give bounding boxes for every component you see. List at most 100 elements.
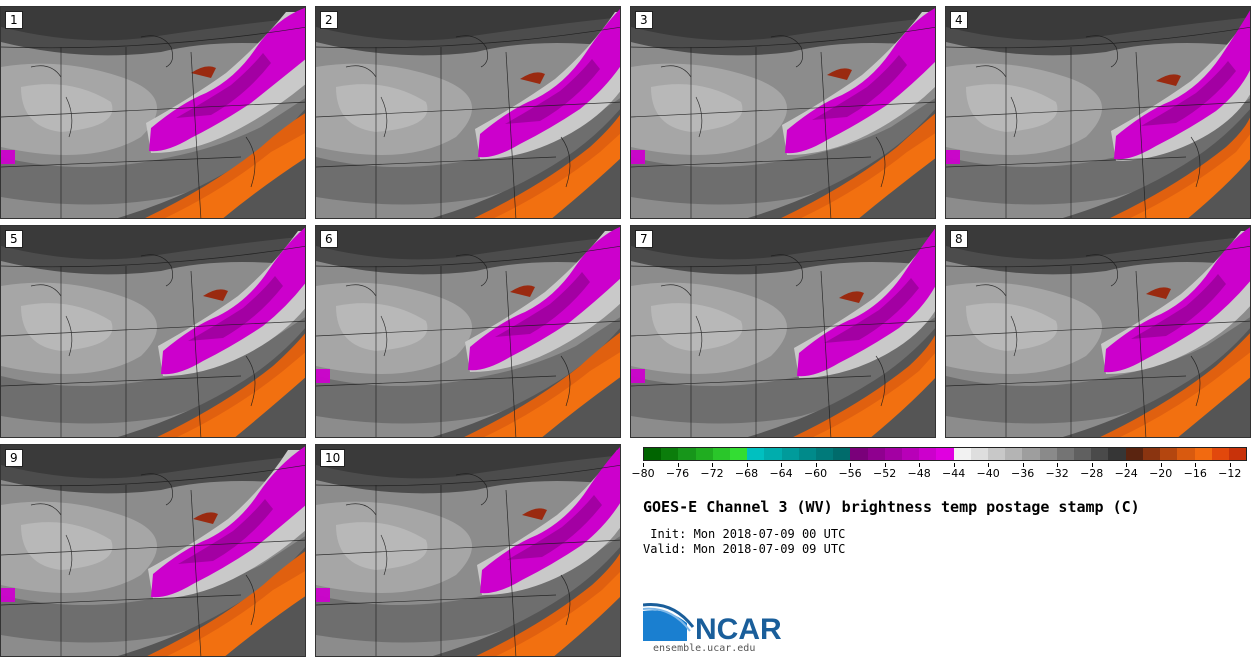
colorbar-segment	[1125, 448, 1143, 460]
map-panel: 7	[630, 225, 936, 438]
colorbar-tick-mark	[781, 463, 783, 467]
colorbar-tick-mark	[712, 463, 714, 467]
colorbar-tick-label: −80	[631, 467, 655, 480]
colorbar-segment	[902, 448, 920, 460]
wv-map	[1, 226, 305, 437]
map-panel: 2	[315, 6, 621, 219]
colorbar-tick-label: −20	[1149, 467, 1173, 480]
colorbar-segment	[867, 448, 885, 460]
colorbar-tick-mark	[746, 463, 748, 467]
wv-map	[631, 226, 935, 437]
colorbar-segment	[850, 448, 868, 460]
colorbar-tick-mark	[988, 463, 990, 467]
colorbar-segment	[1074, 448, 1092, 460]
colorbar-segment	[1022, 448, 1040, 460]
colorbar-segment	[1228, 448, 1247, 460]
panel-number: 9	[5, 449, 23, 467]
colorbar-segment	[1142, 448, 1161, 460]
colorbar-segment	[988, 448, 1006, 460]
colorbar-segment	[678, 448, 696, 460]
valid-time: Valid: Mon 2018-07-09 09 UTC	[643, 542, 846, 556]
colorbar	[643, 447, 1247, 461]
colorbar-segment	[1108, 448, 1126, 460]
wv-map	[316, 445, 620, 656]
colorbar-tick-label: −52	[872, 467, 897, 480]
wv-map	[1, 445, 305, 656]
colorbar-segment	[816, 448, 834, 460]
colorbar-tick-mark	[1057, 463, 1059, 467]
colorbar-segment	[1005, 448, 1023, 460]
plot-title: GOES-E Channel 3 (WV) brightness temp po…	[643, 498, 1140, 516]
colorbar-segment	[644, 448, 662, 460]
colorbar-segment	[1039, 448, 1057, 460]
colorbar-tick-label: −12	[1218, 467, 1242, 480]
map-panel: 1	[0, 6, 306, 219]
wv-map	[946, 226, 1250, 437]
colorbar-tick-mark	[884, 463, 886, 467]
colorbar-tick-mark	[643, 463, 644, 467]
colorbar-segment	[1056, 448, 1075, 460]
ncar-logo: NCAR	[643, 602, 782, 643]
colorbar-tick-mark	[677, 463, 679, 467]
colorbar-tick-label: −40	[976, 467, 1000, 480]
panel-number: 10	[320, 449, 346, 467]
ncar-url: ensemble.ucar.edu	[653, 643, 756, 654]
colorbar-tick-mark	[1126, 463, 1128, 467]
colorbar-segment	[833, 448, 851, 460]
colorbar-segment	[712, 448, 731, 460]
colorbar-tick-label: −72	[700, 467, 724, 480]
colorbar-tick-mark	[1160, 463, 1162, 467]
colorbar-tick-mark	[953, 463, 955, 467]
map-panel: 10	[315, 444, 621, 657]
colorbar-tick-label: −28	[1080, 467, 1104, 480]
colorbar-tick-label: −44	[942, 467, 966, 480]
colorbar-tick-label: −32	[1045, 467, 1069, 480]
colorbar-segment	[1177, 448, 1195, 460]
colorbar-segment	[953, 448, 971, 460]
colorbar-tick-label: −64	[769, 467, 793, 480]
colorbar-tick-label: −76	[665, 467, 690, 480]
colorbar-segment	[781, 448, 799, 460]
colorbar-segment	[798, 448, 817, 460]
colorbar-tick-label: −60	[803, 467, 828, 480]
colorbar-segment	[764, 448, 782, 460]
colorbar-segment	[1194, 448, 1212, 460]
map-panel: 5	[0, 225, 306, 438]
colorbar-tick-label: −48	[907, 467, 931, 480]
wv-map	[946, 7, 1250, 218]
colorbar-segment	[695, 448, 713, 460]
colorbar-tick-mark	[850, 463, 852, 467]
ncar-logo-text: NCAR	[695, 613, 782, 643]
colorbar-segment	[884, 448, 903, 460]
map-panel: 9	[0, 444, 306, 657]
panel-number: 5	[5, 230, 23, 248]
map-panel: 3	[630, 6, 936, 219]
map-panel: 4	[945, 6, 1251, 219]
map-panel: 6	[315, 225, 621, 438]
panel-number: 6	[320, 230, 338, 248]
colorbar-segment	[661, 448, 679, 460]
colorbar-tick-label: −24	[1114, 467, 1138, 480]
colorbar-tick-label: −16	[1183, 467, 1207, 480]
colorbar-segment	[747, 448, 765, 460]
panel-number: 1	[5, 11, 23, 29]
colorbar-tick-mark	[1022, 463, 1024, 467]
colorbar-tick-label: −56	[838, 467, 862, 480]
wv-map	[316, 226, 620, 437]
colorbar-tick-mark	[1195, 463, 1197, 467]
colorbar-segment	[919, 448, 937, 460]
colorbar-tick-mark	[919, 463, 921, 467]
colorbar-tick-mark	[1229, 463, 1231, 467]
colorbar-segment	[1211, 448, 1229, 460]
colorbar-ticks: −80 −76 −72 −68 −64 −60 −56 −52 −48 −44 −40 −36 −32−…	[631, 463, 1247, 483]
panel-number: 4	[950, 11, 968, 29]
colorbar-tick-mark	[1091, 463, 1093, 467]
panel-number: 3	[635, 11, 653, 29]
colorbar-tick-label: −68	[734, 467, 759, 480]
colorbar-segment	[970, 448, 989, 460]
colorbar-segment	[1091, 448, 1109, 460]
wv-map	[316, 7, 620, 218]
colorbar-tick-mark	[815, 463, 817, 467]
panel-number: 7	[635, 230, 653, 248]
panel-number: 2	[320, 11, 338, 29]
